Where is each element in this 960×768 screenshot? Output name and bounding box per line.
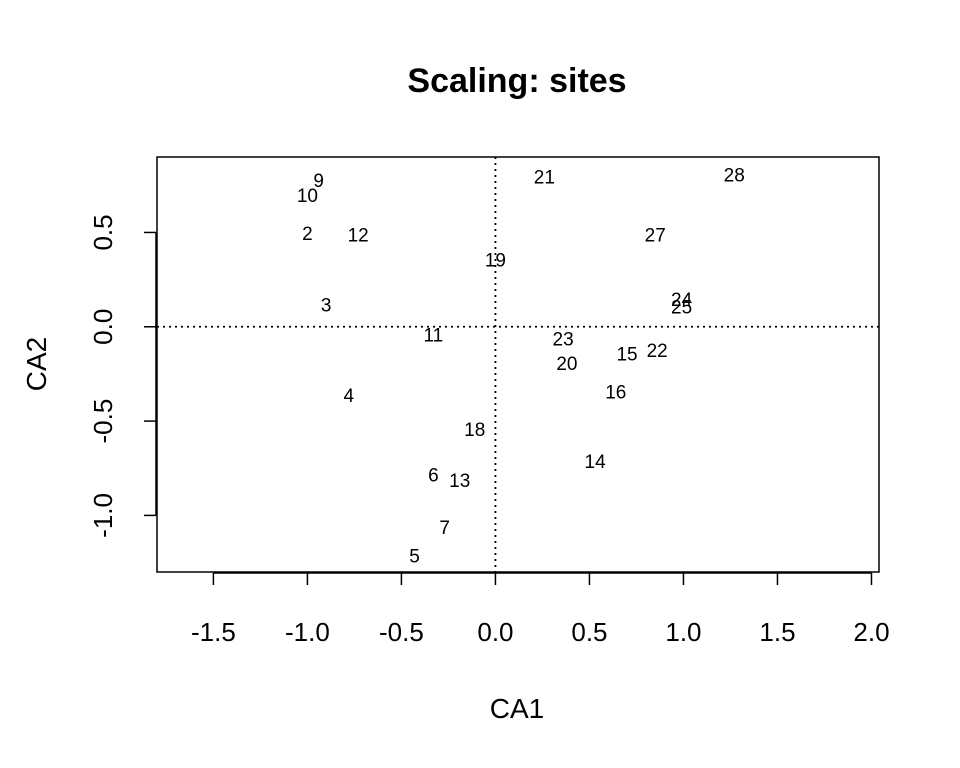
y-tick-label: -1.0 <box>88 493 118 538</box>
y-axis-label: CA2 <box>21 337 52 391</box>
x-tick-label: 1.5 <box>759 617 795 647</box>
y-tick-label: 0.0 <box>88 309 118 345</box>
site-point-label: 9 <box>313 171 324 192</box>
x-tick-label: 1.0 <box>665 617 701 647</box>
site-point-label: 18 <box>464 420 485 441</box>
site-point-label: 15 <box>616 345 637 366</box>
x-tick-label: 0.5 <box>571 617 607 647</box>
site-point-label: 19 <box>485 250 506 271</box>
site-point-label: 13 <box>449 471 470 492</box>
point-labels: 2345679101112131415161819202122232425272… <box>297 165 745 567</box>
plot-frame <box>156 156 880 573</box>
y-tick-label: 0.5 <box>88 214 118 250</box>
site-point-label: 27 <box>645 226 666 247</box>
site-point-label: 16 <box>605 382 626 403</box>
site-point-label: 28 <box>724 165 745 186</box>
x-axis: -1.5 -1.0 -0.5 0.0 0.5 1.0 1.5 2.0 <box>191 572 890 647</box>
x-tick-label: 2.0 <box>853 617 889 647</box>
site-point-label: 24 <box>671 290 693 311</box>
site-point-label: 20 <box>556 354 577 375</box>
site-point-label: 6 <box>428 465 439 486</box>
site-point-label: 14 <box>585 452 607 473</box>
site-point-label: 21 <box>534 167 555 188</box>
site-point-label: 12 <box>348 226 369 247</box>
site-point-label: 10 <box>297 186 318 207</box>
site-point-label: 5 <box>409 546 420 567</box>
site-point-label: 7 <box>439 518 450 539</box>
x-tick-label: -1.5 <box>191 617 236 647</box>
site-point-label: 25 <box>671 297 692 318</box>
site-point-label: 4 <box>343 386 354 407</box>
x-tick-label: 0.0 <box>477 617 513 647</box>
reference-lines <box>157 157 879 572</box>
site-point-label: 3 <box>321 296 332 317</box>
y-tick-label: -0.5 <box>88 399 118 444</box>
x-tick-label: -1.0 <box>285 617 330 647</box>
x-tick-label: -0.5 <box>379 617 424 647</box>
chart-title: Scaling: sites <box>407 62 626 100</box>
site-point-label: 11 <box>424 326 444 347</box>
site-point-label: 22 <box>647 341 668 362</box>
y-axis: -1.0 -0.5 0.0 0.5 <box>88 214 157 538</box>
x-axis-label: CA1 <box>490 693 544 724</box>
site-point-label: 2 <box>302 224 313 245</box>
site-point-label: 23 <box>553 329 574 350</box>
